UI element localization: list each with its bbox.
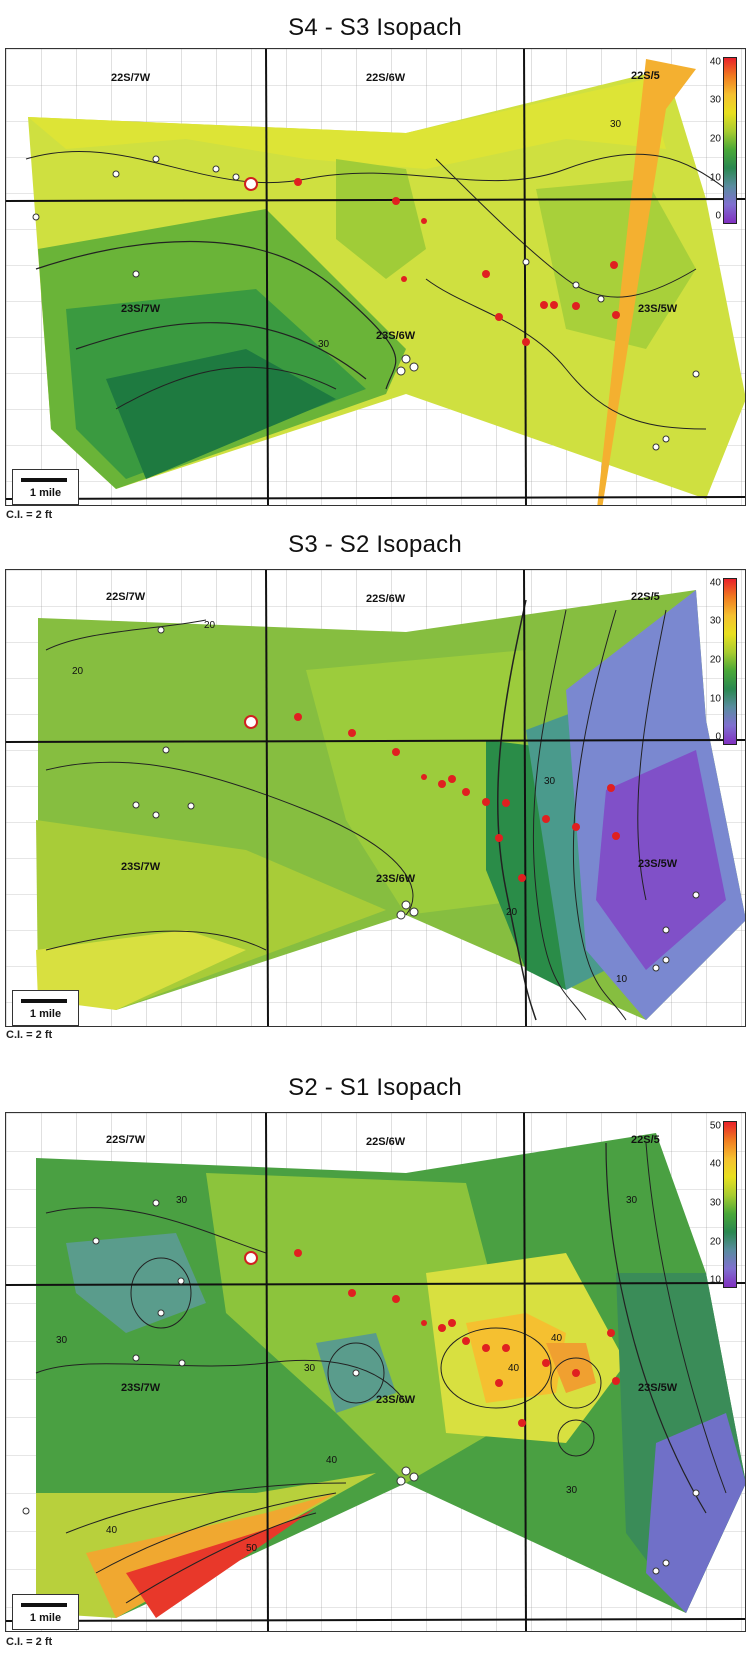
legend-tick: 30 bbox=[709, 94, 721, 106]
contour-label: 30 bbox=[610, 119, 622, 130]
contour-label: 30 bbox=[544, 776, 556, 787]
contour-label: 30 bbox=[176, 1195, 188, 1206]
panel-s3-s2: S3 - S2 Isopach bbox=[0, 525, 750, 1070]
township-label: 23S/5W bbox=[638, 858, 678, 870]
township-label: 22S/6W bbox=[366, 593, 406, 605]
township-label: 23S/5W bbox=[638, 1382, 678, 1394]
panel-s4-s3: S4 - S3 Isopach bbox=[0, 0, 750, 525]
map-canvas: 22S/7W 22S/6W 22S/5 23S/7W 23S/6W 23S/5W… bbox=[6, 1113, 745, 1631]
legend-bar bbox=[723, 578, 737, 745]
well-symbols bbox=[294, 713, 620, 882]
scale-bar-label: 1 mile bbox=[29, 1612, 62, 1624]
well-marker bbox=[244, 1251, 258, 1265]
panel-title: S4 - S3 Isopach bbox=[288, 14, 462, 41]
township-label: 22S/5 bbox=[631, 591, 660, 603]
legend-tick: 40 bbox=[709, 1158, 721, 1170]
well-marker bbox=[244, 715, 258, 729]
panel-s2-s1: S2 - S1 Isopach bbox=[0, 1070, 750, 1679]
contour-label: 50 bbox=[246, 1543, 258, 1554]
legend-bar bbox=[723, 1121, 737, 1288]
well-marker bbox=[244, 177, 258, 191]
township-label: 22S/7W bbox=[111, 72, 151, 84]
contour-label: 30 bbox=[304, 1363, 316, 1374]
township-label: 22S/5 bbox=[631, 1134, 660, 1146]
township-label: 22S/5 bbox=[631, 70, 660, 82]
well-symbols bbox=[294, 178, 620, 346]
isopach-map: 22S/7W 22S/6W 22S/5 23S/7W 23S/6W 23S/5W… bbox=[5, 48, 746, 506]
contour-label: 30 bbox=[626, 1195, 638, 1206]
panel-title: S2 - S1 Isopach bbox=[288, 1074, 462, 1101]
scale-bar-line bbox=[21, 999, 67, 1003]
scale-bar: 1 mile bbox=[12, 990, 79, 1026]
township-label: 23S/7W bbox=[121, 1382, 161, 1394]
township-label: 22S/6W bbox=[366, 72, 406, 84]
scale-bar-line bbox=[21, 478, 67, 482]
legend-tick: 30 bbox=[709, 1197, 721, 1209]
map-canvas: 22S/7W 22S/6W 22S/5 23S/7W 23S/6W 23S/5W… bbox=[6, 49, 745, 505]
scale-bar-label: 1 mile bbox=[29, 1008, 62, 1020]
color-legend: 40 30 20 10 0 bbox=[697, 56, 737, 224]
legend-tick: 0 bbox=[715, 731, 721, 743]
township-label: 23S/6W bbox=[376, 1394, 416, 1406]
contour-label: 40 bbox=[326, 1455, 338, 1466]
contour-interval-note: C.I. = 2 ft bbox=[6, 1636, 53, 1648]
panel-title: S3 - S2 Isopach bbox=[288, 531, 462, 558]
legend-tick: 20 bbox=[709, 654, 721, 666]
legend-tick: 40 bbox=[709, 577, 721, 589]
scale-bar: 1 mile bbox=[12, 1594, 79, 1630]
legend-tick: 40 bbox=[709, 56, 721, 68]
contour-label: 40 bbox=[551, 1333, 563, 1344]
township-label: 23S/6W bbox=[376, 330, 416, 342]
well-symbols bbox=[294, 1249, 620, 1427]
scale-bar-line bbox=[21, 1603, 67, 1607]
legend-tick: 10 bbox=[709, 1274, 721, 1286]
township-label: 23S/5W bbox=[638, 303, 678, 315]
township-label: 23S/6W bbox=[376, 873, 416, 885]
contour-label: 20 bbox=[72, 666, 84, 677]
scale-bar: 1 mile bbox=[12, 469, 79, 505]
contour-label: 30 bbox=[566, 1485, 578, 1496]
contour-label: 40 bbox=[106, 1525, 118, 1536]
color-legend: 50 40 30 20 10 bbox=[697, 1120, 737, 1288]
isopach-map: 22S/7W 22S/6W 22S/5 23S/7W 23S/6W 23S/5W… bbox=[5, 569, 746, 1027]
legend-tick: 20 bbox=[709, 1236, 721, 1248]
contour-label: 40 bbox=[508, 1363, 520, 1374]
color-legend: 40 30 20 10 0 bbox=[697, 577, 737, 745]
township-label: 23S/7W bbox=[121, 861, 161, 873]
legend-bar bbox=[723, 57, 737, 224]
contour-interval-note: C.I. = 2 ft bbox=[6, 509, 53, 521]
township-label: 23S/7W bbox=[121, 303, 161, 315]
legend-tick: 20 bbox=[709, 133, 721, 145]
township-label: 22S/7W bbox=[106, 591, 146, 603]
contour-label: 20 bbox=[204, 620, 216, 631]
township-label: 22S/7W bbox=[106, 1134, 146, 1146]
contour-interval-note: C.I. = 2 ft bbox=[6, 1029, 53, 1041]
contour-label: 20 bbox=[506, 907, 518, 918]
map-canvas: 22S/7W 22S/6W 22S/5 23S/7W 23S/6W 23S/5W… bbox=[6, 570, 745, 1026]
legend-tick: 0 bbox=[715, 210, 721, 222]
scale-bar-label: 1 mile bbox=[29, 487, 62, 499]
legend-tick: 10 bbox=[709, 693, 721, 705]
legend-tick: 50 bbox=[709, 1120, 721, 1132]
legend-tick: 10 bbox=[709, 172, 721, 184]
legend-tick: 30 bbox=[709, 615, 721, 627]
isopach-map: 22S/7W 22S/6W 22S/5 23S/7W 23S/6W 23S/5W… bbox=[5, 1112, 746, 1632]
contour-label: 30 bbox=[318, 339, 330, 350]
township-label: 22S/6W bbox=[366, 1136, 406, 1148]
contour-label: 30 bbox=[56, 1335, 68, 1346]
contour-label: 10 bbox=[616, 974, 628, 985]
